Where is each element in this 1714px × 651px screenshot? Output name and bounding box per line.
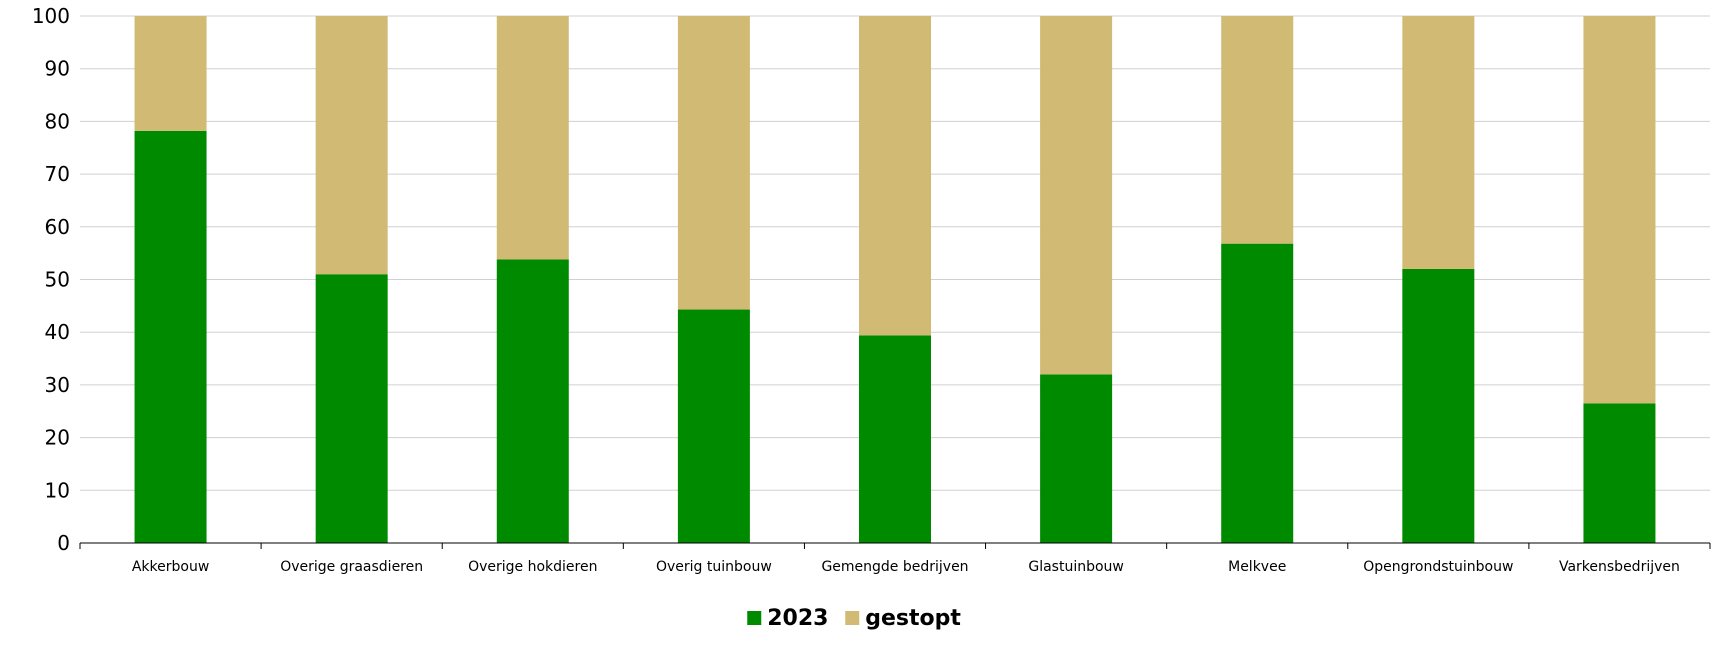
bar-gemengde-bedrijven-2023 (859, 335, 931, 543)
bar-opengrondstuinbouw-gestopt (1402, 16, 1475, 269)
bar-overige-graasdieren-gestopt (315, 16, 388, 275)
bar-melkvee-2023 (1221, 243, 1294, 543)
axes-layer: 0 10 20 30 40 50 60 70 80 90 100 Akkerbouw Overige g… (32, 4, 1711, 575)
ytick-label-0: 0 (57, 531, 70, 555)
legend-label-2023: 2023 (767, 606, 828, 631)
legend-swatch-2023 (747, 611, 762, 625)
ytick-label-90: 90 (45, 57, 70, 81)
bar-overig-tuinbouw-2023 (677, 309, 750, 543)
bar-melkvee-gestopt (1221, 16, 1294, 244)
xtick-label-overig-tuinbouw: Overig tuinbouw (656, 559, 772, 575)
legend: 2023 gestopt (747, 606, 961, 631)
bar-glastuinbouw-2023 (1040, 374, 1113, 543)
xtick-label-opengrondstuinbouw: Opengrondstuinbouw (1363, 559, 1513, 575)
bar-akkerbouw-gestopt (134, 16, 207, 131)
xtick-label-glastuinbouw: Glastuinbouw (1028, 559, 1124, 575)
ytick-label-40: 40 (45, 320, 70, 344)
bars-layer (134, 16, 1656, 544)
xtick-label-varkensbedrijven: Varkensbedrijven (1559, 559, 1680, 575)
legend-label-gestopt: gestopt (865, 606, 961, 631)
bar-overige-hokdieren-gestopt (496, 16, 569, 260)
bar-overige-hokdieren-2023 (496, 259, 569, 543)
legend-item-gestopt: gestopt (845, 606, 961, 631)
ytick-label-60: 60 (45, 215, 70, 239)
legend-swatch-gestopt (845, 611, 860, 625)
bar-akkerbouw-2023 (134, 130, 207, 544)
legend-item-2023: 2023 (747, 606, 828, 631)
xtick-label-overige-graasdieren: Overige graasdieren (280, 559, 423, 575)
bar-varkensbedrijven-gestopt (1583, 16, 1656, 404)
ytick-label-80: 80 (45, 109, 70, 133)
bar-gemengde-bedrijven-gestopt (859, 16, 931, 336)
bar-opengrondstuinbouw-2023 (1402, 268, 1475, 543)
bar-overig-tuinbouw-gestopt (677, 16, 750, 310)
bar-glastuinbouw-gestopt (1040, 16, 1113, 375)
ytick-label-50: 50 (45, 268, 70, 292)
ytick-label-70: 70 (45, 162, 70, 186)
xtick-label-overige-hokdieren: Overige hokdieren (468, 559, 597, 575)
bar-overige-graasdieren-2023 (315, 274, 388, 543)
xtick-label-melkvee: Melkvee (1228, 559, 1286, 575)
xtick-label-akkerbouw: Akkerbouw (132, 559, 209, 575)
ytick-label-20: 20 (45, 426, 70, 450)
ytick-label-100: 100 (32, 4, 70, 28)
bar-varkensbedrijven-2023 (1583, 403, 1656, 543)
ytick-label-30: 30 (45, 373, 70, 397)
xtick-label-gemengde-bedrijven: Gemengde bedrijven (821, 559, 968, 575)
ytick-label-10: 10 (45, 478, 70, 502)
